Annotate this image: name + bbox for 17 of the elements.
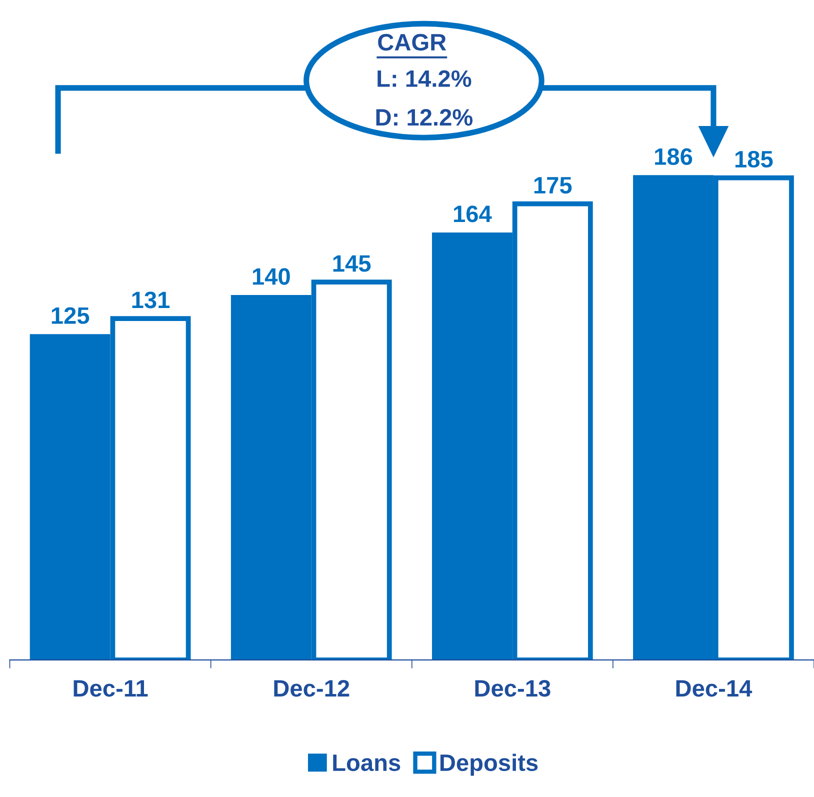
text: D: 12.2% — [376, 109, 473, 126]
x-tick-label: Dec-12 — [274, 680, 350, 697]
data-label: 140 — [252, 268, 290, 285]
text: CAGR — [378, 34, 446, 51]
text: L: 14.2% — [378, 70, 472, 87]
data-label: 175 — [534, 177, 572, 194]
legend-label: Loans — [333, 754, 400, 772]
x-tick-label: Dec-11 — [74, 680, 148, 697]
data-label: 185 — [735, 150, 773, 168]
x-tick-label: Dec-13 — [475, 680, 550, 697]
data-label: 186 — [655, 148, 692, 165]
legend-label: Deposits — [440, 754, 538, 776]
data-label: 164 — [454, 206, 492, 222]
data-label: 131 — [132, 292, 170, 308]
data-label: 125 — [52, 307, 90, 324]
data-label: 145 — [333, 255, 371, 272]
x-tick-label: Dec-14 — [676, 680, 752, 697]
